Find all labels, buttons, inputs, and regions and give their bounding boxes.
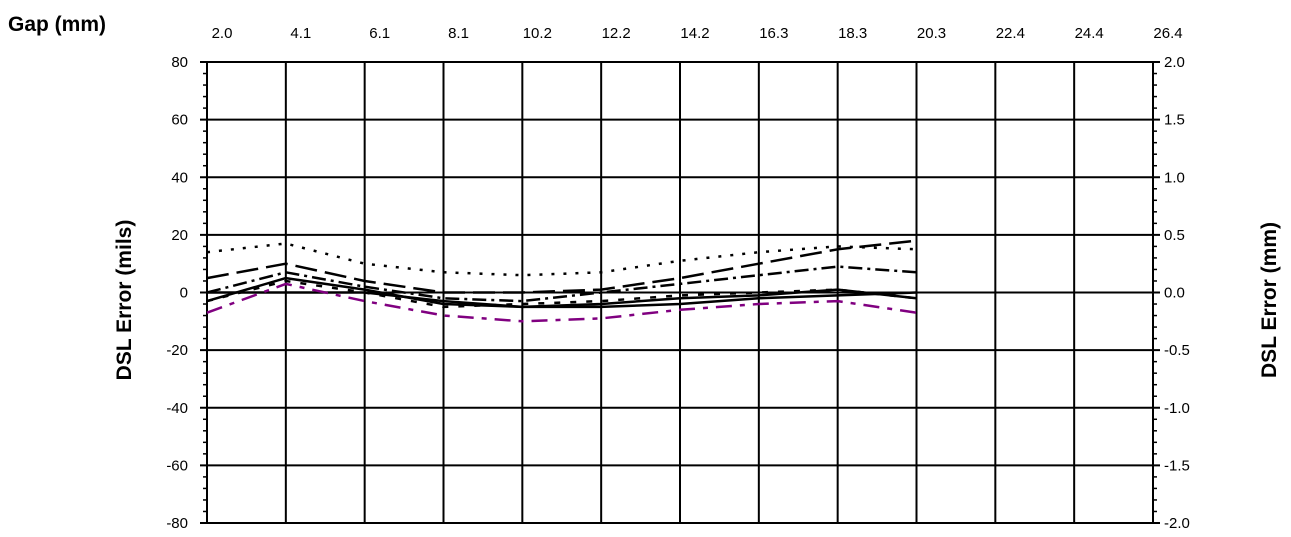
- top-tick-label: 4.1: [290, 25, 311, 42]
- series-line-7: [206, 282, 917, 323]
- top-tick-label: 14.2: [680, 25, 709, 42]
- top-tick-label: 10.2: [523, 25, 552, 42]
- top-tick-label: 2.0: [212, 25, 233, 42]
- right-tick-label: 2.0: [1164, 54, 1185, 71]
- left-tick-label: -80: [166, 515, 188, 532]
- left-tick-label: 40: [171, 169, 188, 186]
- right-tick-label: 1.5: [1164, 112, 1185, 129]
- tick-labels: 2.0 4.1 6.1 8.1 10.2 12.2 14.2 16.3 18.3 20.3 22.4…: [166, 25, 1190, 532]
- right-tick-label: -1.0: [1164, 400, 1190, 417]
- grid: [200, 61, 1160, 524]
- right-tick-label: -1.5: [1164, 457, 1190, 474]
- series-line-6: [206, 279, 917, 309]
- right-tick-label: 1.0: [1164, 169, 1185, 186]
- left-tick-label: 0: [180, 285, 188, 302]
- right-axis-title: DSL Error (mm): [1258, 222, 1281, 378]
- right-tick-label: 0.0: [1164, 285, 1185, 302]
- top-tick-label: 24.4: [1075, 25, 1104, 42]
- left-tick-label: 80: [171, 54, 188, 71]
- right-tick-label: -0.5: [1164, 342, 1190, 359]
- top-tick-label: 18.3: [838, 25, 867, 42]
- right-tick-label: 0.5: [1164, 227, 1185, 244]
- top-tick-label: 6.1: [369, 25, 390, 42]
- series-line-4: [206, 265, 917, 303]
- top-tick-label: 12.2: [602, 25, 631, 42]
- left-tick-label: 60: [171, 112, 188, 129]
- series-line-2: [206, 276, 917, 309]
- top-tick-label: 22.4: [996, 25, 1025, 42]
- top-tick-label: 16.3: [759, 25, 788, 42]
- left-tick-label: 20: [171, 227, 188, 244]
- series-line-3: [206, 239, 917, 294]
- series-lines: [206, 239, 917, 323]
- right-tick-label: -2.0: [1164, 515, 1190, 532]
- top-axis-title: Gap (mm): [8, 13, 106, 36]
- left-tick-label: -20: [166, 342, 188, 359]
- top-tick-label: 8.1: [448, 25, 469, 42]
- left-tick-label: -40: [166, 400, 188, 417]
- left-axis-title: DSL Error (mils): [113, 220, 136, 381]
- top-tick-label: 26.4: [1153, 25, 1182, 42]
- top-tick-label: 20.3: [917, 25, 946, 42]
- minor-ticks: [203, 72, 1157, 513]
- left-tick-label: -60: [166, 457, 188, 474]
- series-line-5: [206, 242, 917, 277]
